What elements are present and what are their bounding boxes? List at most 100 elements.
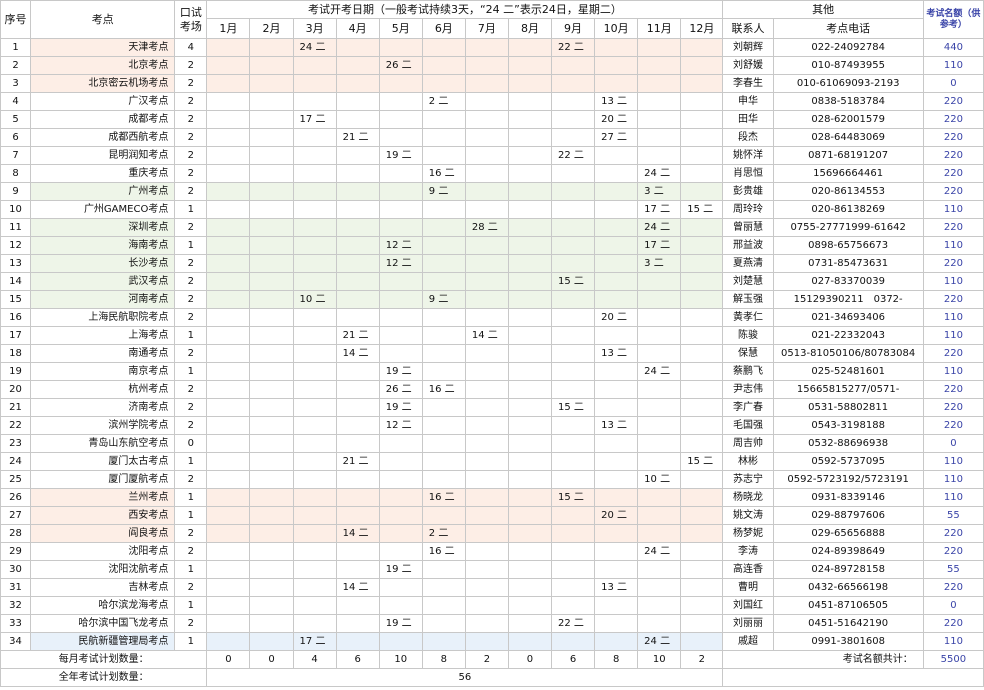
exam-date-cell (292, 452, 337, 471)
exam-date-cell (551, 434, 596, 453)
exam-date-cell: 26 二 (378, 56, 423, 75)
exam-date-cell (637, 578, 682, 597)
exam-site-name: 昆明润知考点 (30, 146, 176, 165)
exam-date-cell (551, 362, 596, 381)
exam-date-cell (507, 542, 553, 561)
exam-date-cell (292, 326, 337, 345)
row-number: 2 (0, 56, 32, 75)
exam-date-cell (335, 416, 380, 435)
exam-date-cell (206, 254, 251, 273)
exam-date-cell: 17 二 (292, 632, 337, 651)
exam-date-cell (249, 434, 294, 453)
exam-date-cell: 22 二 (551, 614, 596, 633)
exam-site-name: 上海考点 (30, 326, 176, 345)
exam-date-cell (249, 254, 294, 273)
exam-quota: 55 (922, 506, 984, 525)
exam-date-cell (637, 74, 682, 93)
exam-date-cell (551, 506, 596, 525)
exam-date-cell (378, 74, 423, 93)
exam-date-cell (335, 254, 380, 273)
exam-quota: 110 (922, 200, 984, 219)
row-number: 20 (0, 380, 32, 399)
monthly-count-7: 2 (464, 650, 509, 669)
exam-site-name: 河南考点 (30, 290, 176, 309)
exam-date-cell (507, 182, 553, 201)
exam-date-cell (335, 110, 380, 129)
exam-quota: 220 (922, 614, 984, 633)
header-site: 考点 (30, 0, 176, 39)
exam-date-cell (335, 488, 380, 507)
table-row: 9 广州考点 2 9 二 3 二 彭贵雄 020-86134553 220 (0, 182, 984, 201)
exam-date-cell (292, 416, 337, 435)
exam-date-cell (507, 596, 553, 615)
exam-date-cell: 13 二 (594, 578, 639, 597)
row-number: 13 (0, 254, 32, 273)
oral-room-count: 1 (174, 488, 208, 507)
quota-total-value: 5500 (922, 650, 984, 669)
exam-date-cell: 24 二 (637, 218, 682, 237)
oral-room-count: 4 (174, 38, 208, 57)
site-phone: 024-89398649 (772, 542, 924, 561)
oral-room-count: 1 (174, 506, 208, 525)
exam-date-cell (594, 56, 639, 75)
exam-date-cell (551, 416, 596, 435)
monthly-count-12: 2 (680, 650, 724, 669)
exam-date-cell (206, 290, 251, 309)
row-number: 8 (0, 164, 32, 183)
exam-date-cell (594, 218, 639, 237)
exam-date-cell (551, 110, 596, 129)
site-phone: 010-87493955 (772, 56, 924, 75)
exam-date-cell (421, 416, 466, 435)
exam-date-cell (464, 92, 509, 111)
table-row: 23 青岛山东航空考点 0 周吉帅 0532-88696938 0 (0, 434, 984, 453)
exam-date-cell (680, 488, 724, 507)
exam-quota: 440 (922, 38, 984, 57)
row-number: 7 (0, 146, 32, 165)
site-phone: 021-34693406 (772, 308, 924, 327)
exam-date-cell (594, 146, 639, 165)
oral-room-count: 2 (174, 290, 208, 309)
exam-date-cell (249, 38, 294, 57)
contact-person: 周玲玲 (722, 200, 774, 219)
exam-date-cell (206, 326, 251, 345)
exam-site-name: 武汉考点 (30, 272, 176, 291)
exam-date-cell (249, 308, 294, 327)
exam-date-cell (551, 578, 596, 597)
exam-date-cell (206, 164, 251, 183)
exam-date-cell (292, 74, 337, 93)
monthly-count-8: 0 (507, 650, 553, 669)
exam-date-cell (249, 182, 294, 201)
exam-date-cell (335, 272, 380, 291)
exam-date-cell (551, 200, 596, 219)
exam-date-cell (292, 362, 337, 381)
exam-date-cell: 24 二 (637, 362, 682, 381)
exam-quota: 110 (922, 488, 984, 507)
exam-date-cell (507, 434, 553, 453)
exam-date-cell (249, 326, 294, 345)
oral-room-count: 2 (174, 398, 208, 417)
exam-date-cell (464, 272, 509, 291)
exam-date-cell: 9 二 (421, 290, 466, 309)
exam-date-cell (507, 236, 553, 255)
exam-quota: 110 (922, 56, 984, 75)
exam-date-cell (637, 146, 682, 165)
table-row: 19 南京考点 1 19 二 24 二 蔡鹏飞 025-52481601 110 (0, 362, 984, 381)
exam-date-cell (464, 110, 509, 129)
exam-date-cell (464, 254, 509, 273)
exam-date-cell: 17 二 (637, 200, 682, 219)
table-row: 16 上海民航职院考点 2 20 二 黄孝仁 021-34693406 110 (0, 308, 984, 327)
exam-date-cell (680, 560, 724, 579)
exam-site-name: 青岛山东航空考点 (30, 434, 176, 453)
exam-date-cell (206, 542, 251, 561)
exam-date-cell (680, 254, 724, 273)
exam-date-cell: 12 二 (378, 416, 423, 435)
exam-date-cell (551, 74, 596, 93)
header-other: 其他 (722, 0, 924, 19)
exam-date-cell (464, 416, 509, 435)
exam-date-cell (421, 560, 466, 579)
contact-person: 苏志宁 (722, 470, 774, 489)
exam-date-cell (507, 164, 553, 183)
monthly-count-2: 0 (249, 650, 294, 669)
exam-date-cell: 15 二 (551, 398, 596, 417)
